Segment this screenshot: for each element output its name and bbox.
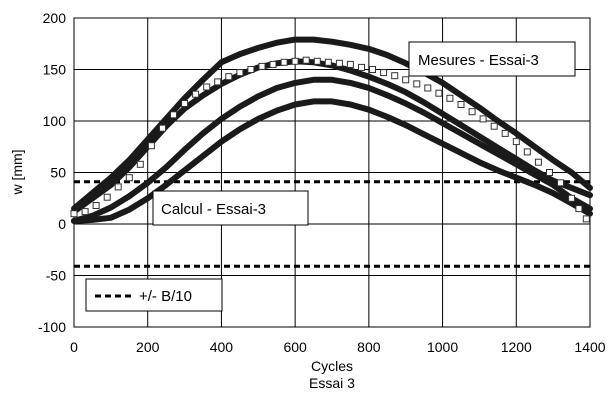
marker-point-40 <box>512 138 520 146</box>
marker-point-33 <box>435 89 443 97</box>
series-line-3 <box>71 98 593 224</box>
marker-point-13 <box>214 78 222 86</box>
marker-point-46 <box>575 205 583 213</box>
marker-point-0 <box>70 210 78 218</box>
marker-point-44 <box>557 179 564 187</box>
x-tick-label-6: 1200 <box>501 339 532 355</box>
x-axis-label: Cycles <box>311 358 353 374</box>
marker-point-3 <box>103 193 111 201</box>
x-tick-label-1: 200 <box>136 339 160 355</box>
marker-point-39 <box>501 129 509 137</box>
y-tick-label-0: -100 <box>38 319 66 335</box>
marker-point-34 <box>446 94 454 102</box>
series-line-1 <box>71 58 593 215</box>
marker-group <box>70 56 590 223</box>
annotation-calc: Calcul - Essai-3 <box>152 190 309 226</box>
annotation-calc-label: Calcul - Essai-3 <box>161 201 266 218</box>
marker-point-9 <box>170 111 177 119</box>
marker-point-16 <box>247 66 255 73</box>
marker-point-26 <box>358 63 365 71</box>
marker-point-42 <box>534 158 542 166</box>
x-tick-label-0: 0 <box>70 339 78 355</box>
marker-point-23 <box>324 58 332 66</box>
marker-point-29 <box>391 72 399 80</box>
marker-point-37 <box>479 115 487 123</box>
marker-point-5 <box>125 174 133 182</box>
marker-point-22 <box>313 57 321 65</box>
marker-point-19 <box>280 58 288 66</box>
marker-point-1 <box>81 208 89 216</box>
marker-point-24 <box>335 59 343 67</box>
y-tick-label-3: 50 <box>50 165 66 181</box>
marker-point-38 <box>490 122 498 130</box>
marker-point-28 <box>380 69 388 77</box>
marker-point-41 <box>523 148 531 156</box>
marker-point-18 <box>269 60 277 68</box>
marker-point-4 <box>114 183 122 191</box>
annotation-measures-label: Mesures - Essai-3 <box>418 52 539 69</box>
marker-point-27 <box>369 66 376 73</box>
annotation-measures: Mesures - Essai-3 <box>408 41 576 77</box>
y-axis-label: w [mm] <box>9 149 25 195</box>
x-tick-label-4: 800 <box>357 339 381 355</box>
y-tick-label-5: 150 <box>43 62 67 78</box>
marker-point-31 <box>413 80 421 88</box>
marker-point-6 <box>136 160 144 168</box>
marker-point-20 <box>291 57 299 65</box>
marker-point-21 <box>302 56 310 64</box>
marker-point-43 <box>546 169 553 176</box>
marker-point-2 <box>92 202 100 209</box>
series-line-2 <box>71 76 593 224</box>
y-tick-label-1: -50 <box>46 268 66 284</box>
marker-point-25 <box>346 60 354 68</box>
legend-label: +/- B/10 <box>139 288 192 305</box>
marker-point-14 <box>225 73 233 81</box>
y-tick-label-4: 100 <box>43 113 67 129</box>
x-tick-labels: 0 200 400 600 800 1000 1200 1400 <box>70 339 606 355</box>
x-tick-label-2: 400 <box>210 339 234 355</box>
x-tick-label-5: 1000 <box>427 339 458 355</box>
marker-point-47 <box>582 215 590 223</box>
threshold-lines <box>74 180 590 268</box>
marker-point-7 <box>147 142 155 150</box>
x-tick-label-7: 1400 <box>574 339 605 355</box>
marker-point-35 <box>457 101 465 108</box>
marker-point-10 <box>181 100 189 107</box>
marker-point-30 <box>402 76 410 84</box>
x-axis-sublabel: Essai 3 <box>309 375 355 391</box>
marker-point-17 <box>258 62 266 70</box>
legend: +/- B/10 <box>85 278 223 312</box>
marker-point-32 <box>424 84 432 92</box>
y-tick-label-2: 0 <box>58 216 66 232</box>
marker-point-15 <box>236 69 244 77</box>
marker-point-12 <box>203 83 211 91</box>
x-tick-label-3: 600 <box>283 339 307 355</box>
marker-point-8 <box>159 124 166 132</box>
marker-point-11 <box>192 90 200 98</box>
y-tick-labels: -100 -50 0 50 100 150 200 <box>38 10 66 335</box>
marker-point-45 <box>568 194 576 202</box>
y-tick-label-6: 200 <box>43 10 67 26</box>
marker-point-36 <box>468 108 476 116</box>
